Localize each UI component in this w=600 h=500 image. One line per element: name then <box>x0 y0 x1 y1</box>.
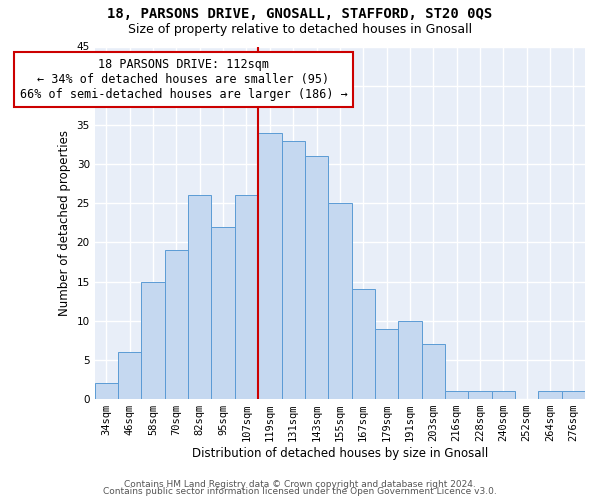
Bar <box>118 352 142 399</box>
Bar <box>445 391 468 399</box>
Text: Size of property relative to detached houses in Gnosall: Size of property relative to detached ho… <box>128 22 472 36</box>
Bar <box>422 344 445 399</box>
Bar <box>562 391 585 399</box>
Y-axis label: Number of detached properties: Number of detached properties <box>58 130 71 316</box>
Text: 18 PARSONS DRIVE: 112sqm
← 34% of detached houses are smaller (95)
66% of semi-d: 18 PARSONS DRIVE: 112sqm ← 34% of detach… <box>20 58 347 102</box>
Bar <box>398 320 422 399</box>
Bar <box>95 384 118 399</box>
Bar <box>305 156 328 399</box>
Bar <box>491 391 515 399</box>
Text: Contains public sector information licensed under the Open Government Licence v3: Contains public sector information licen… <box>103 488 497 496</box>
Bar <box>538 391 562 399</box>
Bar <box>281 140 305 399</box>
Bar <box>352 290 375 399</box>
X-axis label: Distribution of detached houses by size in Gnosall: Distribution of detached houses by size … <box>192 447 488 460</box>
Bar <box>235 196 258 399</box>
Bar <box>142 282 165 399</box>
Bar <box>258 132 281 399</box>
Bar <box>468 391 491 399</box>
Bar <box>211 226 235 399</box>
Bar <box>328 203 352 399</box>
Bar <box>375 328 398 399</box>
Text: 18, PARSONS DRIVE, GNOSALL, STAFFORD, ST20 0QS: 18, PARSONS DRIVE, GNOSALL, STAFFORD, ST… <box>107 8 493 22</box>
Text: Contains HM Land Registry data © Crown copyright and database right 2024.: Contains HM Land Registry data © Crown c… <box>124 480 476 489</box>
Bar <box>165 250 188 399</box>
Bar <box>188 196 211 399</box>
